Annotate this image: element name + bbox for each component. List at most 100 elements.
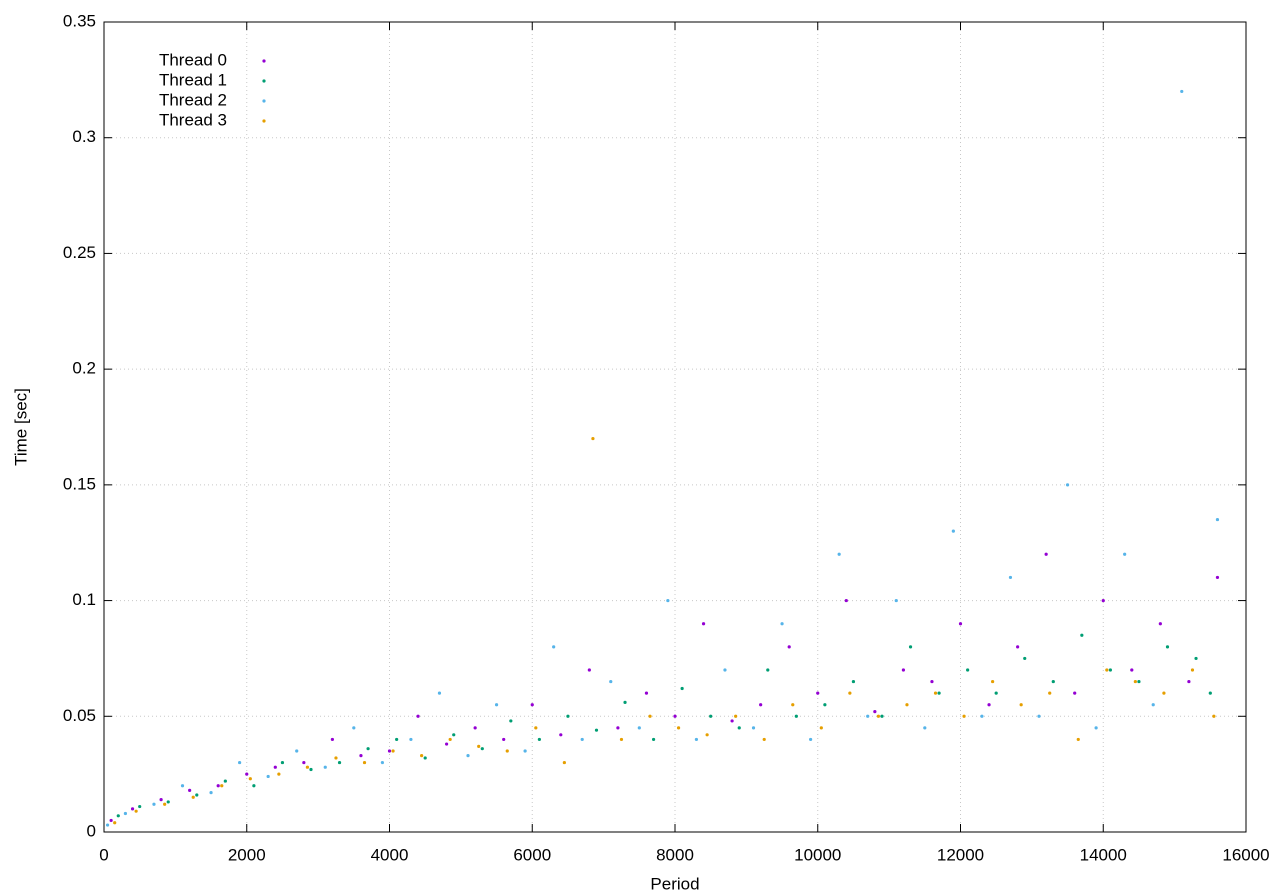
point xyxy=(937,691,941,695)
point xyxy=(494,703,499,707)
point xyxy=(987,703,991,707)
point xyxy=(537,737,541,742)
point xyxy=(502,737,506,742)
point xyxy=(701,622,706,626)
point xyxy=(1105,668,1109,672)
point xyxy=(1023,656,1027,661)
point xyxy=(1208,691,1212,695)
y-axis-label: Time [sec] xyxy=(11,388,30,466)
y-tick-label: 0 xyxy=(87,821,96,840)
point xyxy=(352,726,356,730)
legend-label: Thread 2 xyxy=(159,90,227,109)
x-tick-label: 4000 xyxy=(371,845,409,864)
point xyxy=(844,598,848,603)
point xyxy=(337,760,342,765)
point xyxy=(452,733,456,737)
point xyxy=(616,726,620,730)
point xyxy=(1048,691,1052,695)
point xyxy=(1108,668,1112,672)
point xyxy=(751,726,756,730)
point xyxy=(530,703,534,707)
point xyxy=(1137,679,1141,684)
point xyxy=(709,714,713,718)
legend-marker xyxy=(262,59,266,63)
point xyxy=(994,691,998,695)
point xyxy=(359,754,363,758)
x-tick-label: 0 xyxy=(99,845,108,864)
point xyxy=(409,737,413,742)
point xyxy=(109,818,113,823)
point xyxy=(1044,552,1048,556)
point xyxy=(648,714,652,718)
point xyxy=(1215,517,1220,522)
point xyxy=(195,793,199,797)
point xyxy=(880,714,884,718)
point xyxy=(391,749,395,753)
point xyxy=(651,737,656,742)
plot-frame xyxy=(103,21,1247,833)
y-tick-label: 0.1 xyxy=(72,590,96,609)
legend-label: Thread 3 xyxy=(159,110,227,129)
point xyxy=(152,802,156,806)
x-axis-label: Period xyxy=(650,874,699,893)
point xyxy=(1123,552,1127,556)
point xyxy=(823,703,827,707)
point xyxy=(420,754,424,758)
point xyxy=(980,714,984,718)
point xyxy=(330,737,334,742)
point xyxy=(273,765,277,769)
point xyxy=(680,686,684,691)
point xyxy=(138,804,142,809)
point xyxy=(1076,737,1080,742)
point xyxy=(395,737,399,742)
point xyxy=(209,791,213,795)
legend-label: Thread 0 xyxy=(159,50,227,69)
point xyxy=(295,749,299,753)
point xyxy=(908,645,913,649)
point xyxy=(362,760,367,765)
point xyxy=(816,691,820,695)
y-tick-label: 0.05 xyxy=(63,706,96,725)
point xyxy=(323,765,327,769)
point xyxy=(1130,668,1134,672)
legend-marker xyxy=(262,119,266,123)
point xyxy=(705,733,709,737)
point xyxy=(166,800,170,804)
point xyxy=(445,742,449,746)
point xyxy=(1094,726,1098,730)
point xyxy=(1190,668,1195,672)
point xyxy=(876,714,881,718)
y-tick-label: 0.3 xyxy=(72,127,96,146)
point xyxy=(159,798,163,802)
point xyxy=(848,691,852,695)
point xyxy=(437,691,442,695)
point xyxy=(334,756,338,760)
point xyxy=(480,747,484,751)
point xyxy=(580,737,584,742)
point xyxy=(1215,575,1220,580)
point xyxy=(762,737,766,742)
point xyxy=(623,700,627,705)
point xyxy=(116,814,120,818)
point xyxy=(266,774,270,779)
point xyxy=(734,714,738,718)
point xyxy=(819,726,823,730)
point xyxy=(188,788,192,792)
point xyxy=(245,772,249,776)
point xyxy=(991,679,995,684)
point xyxy=(851,679,856,684)
point xyxy=(191,795,195,799)
point xyxy=(305,765,310,769)
point xyxy=(594,728,599,732)
point xyxy=(780,622,784,626)
point xyxy=(962,714,966,718)
point xyxy=(423,756,427,760)
point xyxy=(901,668,906,672)
point xyxy=(387,749,392,753)
point xyxy=(1133,679,1137,684)
point xyxy=(566,714,570,718)
point xyxy=(223,779,227,783)
point xyxy=(951,529,955,533)
point xyxy=(1212,714,1216,718)
